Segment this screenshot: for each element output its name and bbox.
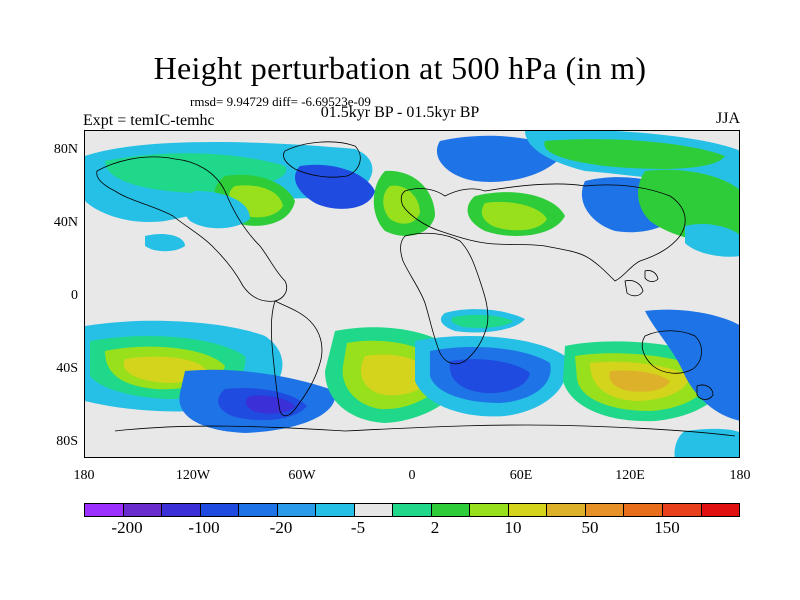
- x-tick-120w: 120W: [175, 468, 211, 483]
- world-map: [84, 130, 740, 458]
- period-text: 01.5kyr BP - 01.5kyr BP: [320, 104, 480, 121]
- colorbar-label-neg20: -20: [269, 518, 293, 537]
- season-label: JJA: [715, 110, 740, 127]
- y-tick-80s: 80S: [56, 434, 78, 449]
- colorbar-swatch: [200, 504, 240, 516]
- colorbar-label-150: 150: [654, 518, 680, 537]
- colorbar-swatch: [585, 504, 625, 516]
- y-tick-0: 0: [71, 288, 78, 303]
- x-tick-60w: 60W: [288, 468, 316, 483]
- colorbar-swatch: [701, 504, 740, 516]
- x-tick-0: 0: [408, 468, 416, 483]
- colorbar-label-neg100: -100: [188, 518, 220, 537]
- colorbar-label-neg5: -5: [350, 518, 366, 537]
- x-tick-60e: 60E: [509, 468, 533, 483]
- map-field: [85, 131, 739, 457]
- nh-anomalies: [85, 131, 739, 257]
- colorbar-swatch: [431, 504, 471, 516]
- colorbar-swatch: [624, 504, 663, 516]
- colorbar-swatch: [354, 504, 394, 516]
- colorbar-swatch: [316, 504, 355, 516]
- y-tick-40s: 40S: [56, 361, 78, 376]
- colorbar-label-neg200: -200: [111, 518, 143, 537]
- colorbar-swatch: [470, 504, 509, 516]
- colorbar-swatch: [277, 504, 317, 516]
- coastlines: [96, 141, 736, 437]
- colorbar-swatch: [85, 504, 124, 516]
- y-tick-40n: 40N: [53, 215, 78, 230]
- y-tick-80n: 80N: [53, 142, 78, 157]
- experiment-label: Expt = temIC-temhc: [83, 112, 215, 129]
- sh-anomalies: [85, 309, 739, 457]
- colorbar-label-50: 50: [581, 518, 599, 537]
- colorbar-swatch: [662, 504, 702, 516]
- stats-text: rmsd= 9.94729 diff= -6.69523e-09: [190, 94, 371, 109]
- colorbar-swatch: [393, 504, 432, 516]
- figure-title: Height perturbation at 500 hPa (in m): [153, 50, 647, 86]
- tropical-anomalies: [440, 309, 525, 333]
- x-tick-120e: 120E: [615, 468, 645, 483]
- colorbar-label-2: 2: [430, 518, 440, 537]
- colorbar: [84, 503, 740, 517]
- colorbar-label-10: 10: [504, 518, 522, 537]
- x-tick-180e: 180: [729, 468, 751, 483]
- colorbar-swatch: [162, 504, 201, 516]
- x-tick-180w: 180: [73, 468, 95, 483]
- colorbar-swatch: [239, 504, 278, 516]
- colorbar-swatch: [547, 504, 586, 516]
- colorbar-swatch: [508, 504, 548, 516]
- colorbar-swatch: [123, 504, 163, 516]
